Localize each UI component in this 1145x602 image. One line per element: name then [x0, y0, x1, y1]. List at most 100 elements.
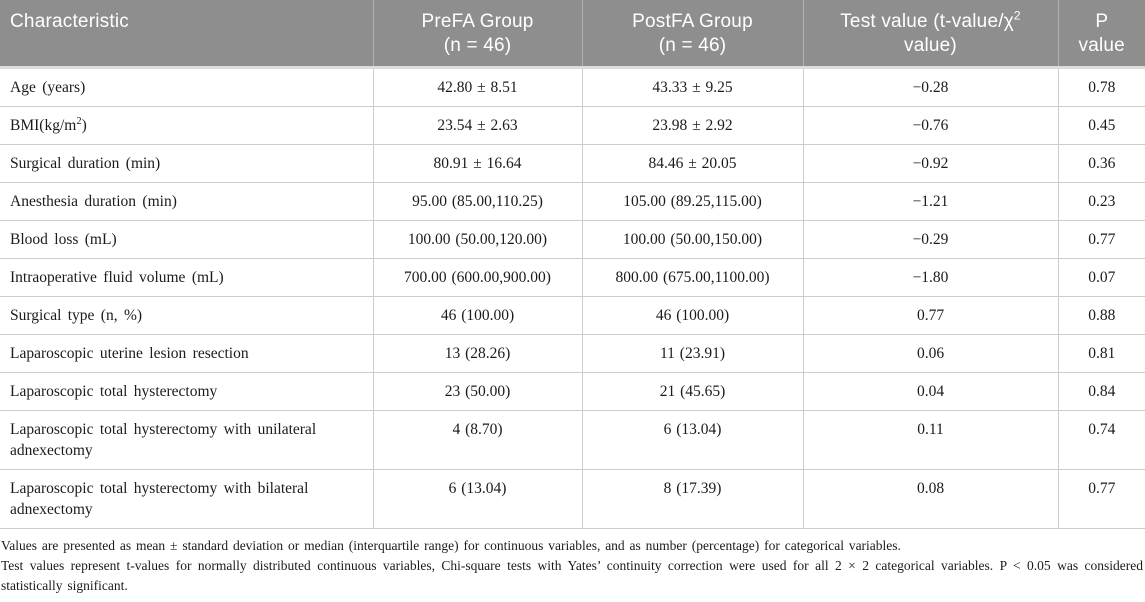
characteristic-cell: Blood loss (mL)	[0, 220, 373, 259]
characteristic-label: Intraoperative fluid volume (mL)	[10, 269, 224, 286]
prefa-value-cell: 95.00 (85.00,110.25)	[372, 182, 582, 221]
postfa-value-cell: 21 (45.65)	[581, 372, 803, 411]
table-row: Surgical type (n, %) 46 (100.00) 46 (100…	[0, 296, 1145, 335]
table-row: BMI(kg/m2) 23.54 ± 2.63 23.98 ± 2.92 −0.…	[0, 106, 1145, 145]
characteristic-cell: BMI(kg/m2)	[0, 106, 373, 145]
test-value-cell: −1.80	[802, 258, 1058, 297]
table-row: Laparoscopic uterine lesion resection 13…	[0, 334, 1145, 373]
prefa-value-cell: 23.54 ± 2.63	[372, 106, 582, 145]
characteristic-label: Laparoscopic total hysterectomy	[10, 383, 218, 400]
characteristic-cell: Laparoscopic uterine lesion resection	[0, 334, 373, 373]
header-line-2: value	[1078, 35, 1125, 56]
characteristic-cell: Laparoscopic total hysterectomy	[0, 372, 373, 411]
chi-square-superscript: 2	[1013, 8, 1021, 23]
characteristic-label: BMI(kg/m	[10, 117, 77, 134]
characteristic-label: Blood loss (mL)	[10, 231, 117, 248]
postfa-value-cell: 11 (23.91)	[581, 334, 803, 373]
characteristic-cell: Laparoscopic total hysterectomy with uni…	[0, 410, 373, 470]
test-value-cell: −0.28	[802, 67, 1058, 107]
col-header-test-value: Test value (t-value/χ2 value)	[802, 0, 1058, 69]
characteristic-cell: Intraoperative fluid volume (mL)	[0, 258, 373, 297]
characteristic-label: Laparoscopic total hysterectomy with bil…	[10, 480, 309, 518]
test-value-cell: −0.76	[802, 106, 1058, 145]
col-header-p-value: P value	[1057, 0, 1145, 69]
baseline-characteristics-table: Characteristic PreFA Group (n = 46) Post…	[0, 0, 1145, 529]
header-line-1: PostFA Group	[632, 11, 753, 32]
p-value-cell: 0.23	[1057, 182, 1145, 221]
header-line-2: (n = 46)	[443, 35, 512, 56]
characteristic-cell: Surgical duration (min)	[0, 144, 373, 183]
header-row: Characteristic PreFA Group (n = 46) Post…	[0, 0, 1145, 69]
test-value-cell: −0.29	[802, 220, 1058, 259]
postfa-value-cell: 43.33 ± 9.25	[581, 67, 803, 107]
prefa-value-cell: 46 (100.00)	[372, 296, 582, 335]
test-value-cell: −0.92	[802, 144, 1058, 183]
postfa-value-cell: 84.46 ± 20.05	[581, 144, 803, 183]
footnote-test-explanation: Test values represent t-values for norma…	[1, 558, 1143, 593]
postfa-value-cell: 800.00 (675.00,1100.00)	[581, 258, 803, 297]
prefa-value-cell: 6 (13.04)	[372, 469, 582, 529]
table-row: Blood loss (mL) 100.00 (50.00,120.00) 10…	[0, 220, 1145, 259]
characteristic-label: Surgical type (n, %)	[10, 307, 143, 324]
p-value-cell: 0.77	[1057, 220, 1145, 259]
characteristic-label: Age (years)	[10, 79, 86, 96]
postfa-value-cell: 23.98 ± 2.92	[581, 106, 803, 145]
header-line-1: PreFA Group	[421, 11, 534, 32]
characteristic-cell: Anesthesia duration (min)	[0, 182, 373, 221]
postfa-value-cell: 100.00 (50.00,150.00)	[581, 220, 803, 259]
postfa-value-cell: 46 (100.00)	[581, 296, 803, 335]
characteristic-cell: Age (years)	[0, 68, 373, 107]
table-footnotes: Values are presented as mean ± standard …	[0, 529, 1145, 596]
table-row: Intraoperative fluid volume (mL) 700.00 …	[0, 258, 1145, 297]
prefa-value-cell: 42.80 ± 8.51	[372, 67, 582, 107]
table-row: Laparoscopic total hysterectomy with bil…	[0, 469, 1145, 529]
header-line-1: P	[1095, 11, 1109, 32]
p-value-cell: 0.84	[1057, 372, 1145, 411]
characteristic-label: Laparoscopic uterine lesion resection	[10, 345, 249, 362]
table-row: Surgical duration (min) 80.91 ± 16.64 84…	[0, 144, 1145, 183]
table-row: Anesthesia duration (min) 95.00 (85.00,1…	[0, 182, 1145, 221]
p-value-cell: 0.45	[1057, 106, 1145, 145]
test-value-cell: 0.08	[802, 469, 1058, 529]
test-value-cell: 0.11	[802, 410, 1058, 470]
header-line-2: (n = 46)	[658, 35, 727, 56]
prefa-value-cell: 700.00 (600.00,900.00)	[372, 258, 582, 297]
p-value-cell: 0.07	[1057, 258, 1145, 297]
prefa-value-cell: 13 (28.26)	[372, 334, 582, 373]
p-value-cell: 0.88	[1057, 296, 1145, 335]
characteristic-superscript: 2	[76, 115, 82, 127]
characteristic-cell: Laparoscopic total hysterectomy with bil…	[0, 469, 373, 529]
characteristic-cell: Surgical type (n, %)	[0, 296, 373, 335]
table-row: Laparoscopic total hysterectomy with uni…	[0, 410, 1145, 470]
postfa-value-cell: 8 (17.39)	[581, 469, 803, 529]
postfa-value-cell: 105.00 (89.25,115.00)	[581, 182, 803, 221]
header-line-2: value)	[904, 35, 957, 56]
col-header-characteristic: Characteristic	[0, 0, 373, 69]
table-body: Age (years) 42.80 ± 8.51 43.33 ± 9.25 −0…	[0, 67, 1145, 529]
p-value-cell: 0.74	[1057, 410, 1145, 470]
prefa-value-cell: 23 (50.00)	[372, 372, 582, 411]
table-header: Characteristic PreFA Group (n = 46) Post…	[0, 0, 1145, 69]
characteristic-label: Laparoscopic total hysterectomy with uni…	[10, 421, 317, 459]
test-value-cell: 0.06	[802, 334, 1058, 373]
prefa-value-cell: 80.91 ± 16.64	[372, 144, 582, 183]
col-header-prefa-group: PreFA Group (n = 46)	[372, 0, 582, 69]
col-header-postfa-group: PostFA Group (n = 46)	[581, 0, 803, 69]
test-value-cell: 0.77	[802, 296, 1058, 335]
table-row: Laparoscopic total hysterectomy 23 (50.0…	[0, 372, 1145, 411]
header-line-1: Test value (t-value/χ	[840, 11, 1014, 32]
prefa-value-cell: 4 (8.70)	[372, 410, 582, 470]
characteristic-label: Surgical duration (min)	[10, 155, 161, 172]
prefa-value-cell: 100.00 (50.00,120.00)	[372, 220, 582, 259]
footnote-values-presentation: Values are presented as mean ± standard …	[1, 538, 901, 553]
p-value-cell: 0.36	[1057, 144, 1145, 183]
characteristic-label-suffix: )	[81, 117, 87, 134]
p-value-cell: 0.77	[1057, 469, 1145, 529]
table-row: Age (years) 42.80 ± 8.51 43.33 ± 9.25 −0…	[0, 67, 1145, 107]
p-value-cell: 0.81	[1057, 334, 1145, 373]
test-value-cell: −1.21	[802, 182, 1058, 221]
test-value-cell: 0.04	[802, 372, 1058, 411]
characteristic-label: Anesthesia duration (min)	[10, 193, 177, 210]
postfa-value-cell: 6 (13.04)	[581, 410, 803, 470]
